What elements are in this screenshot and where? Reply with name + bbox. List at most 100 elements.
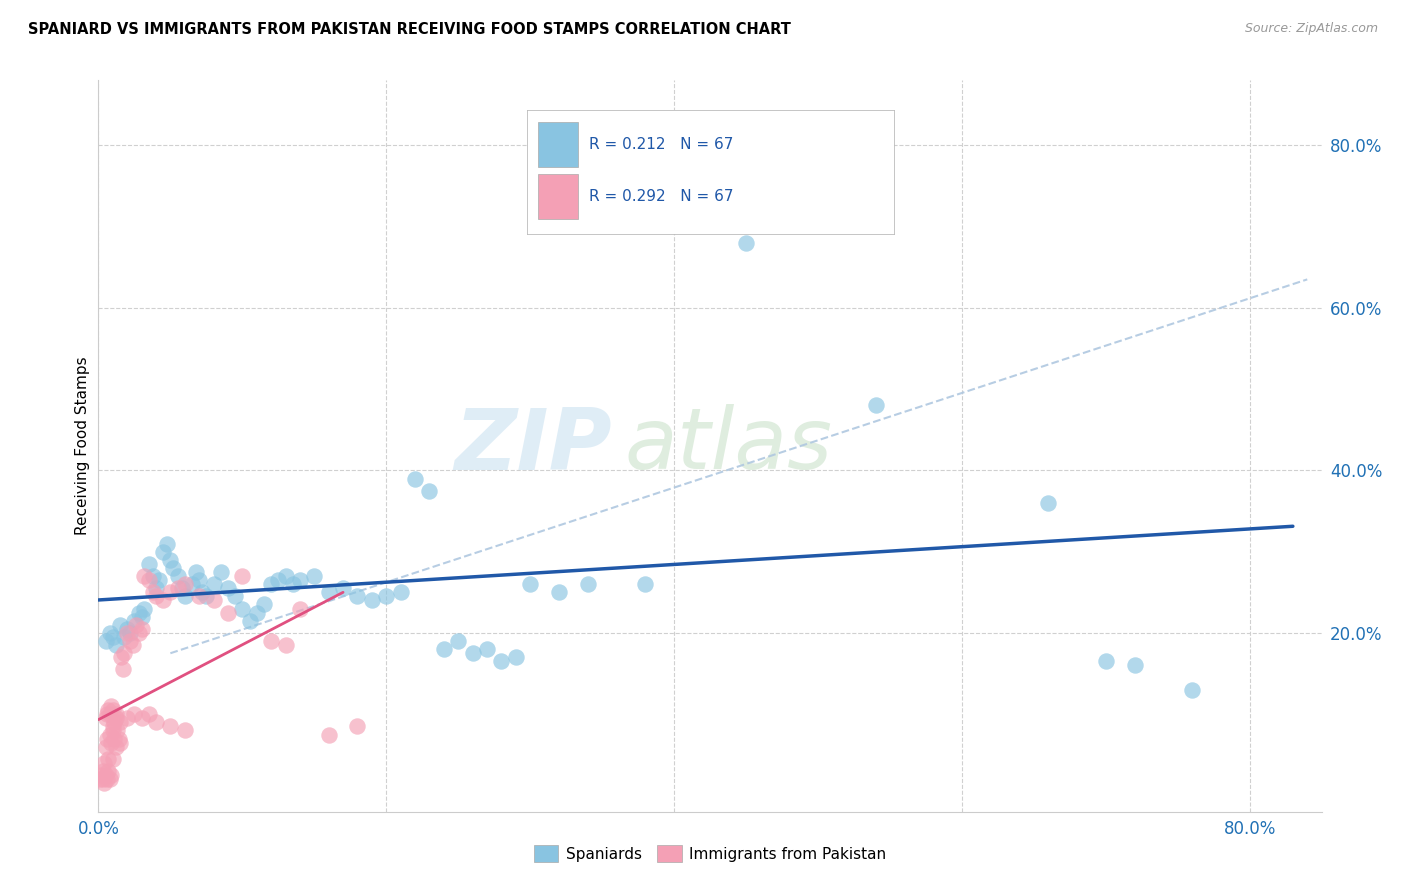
- Point: [89, 772, 111, 787]
- Point: [101, 630, 124, 644]
- Point: [108, 715, 131, 730]
- Point: [101, 723, 124, 738]
- Point: [195, 590, 218, 604]
- Point: [101, 752, 124, 766]
- Point: [104, 707, 127, 722]
- Point: [93, 756, 115, 770]
- Point: [94, 711, 117, 725]
- Point: [115, 626, 138, 640]
- Point: [145, 581, 167, 595]
- Point: [115, 622, 138, 636]
- Point: [360, 593, 382, 607]
- Point: [202, 593, 225, 607]
- Point: [404, 471, 426, 485]
- Point: [142, 569, 165, 583]
- Point: [120, 634, 142, 648]
- Point: [274, 638, 297, 652]
- Point: [188, 590, 211, 604]
- Point: [138, 707, 160, 722]
- Point: [162, 561, 184, 575]
- Point: [346, 719, 368, 733]
- Point: [145, 715, 167, 730]
- Point: [1181, 682, 1204, 697]
- Point: [91, 772, 114, 787]
- Point: [231, 569, 253, 583]
- Point: [274, 569, 297, 583]
- Point: [152, 593, 174, 607]
- Point: [101, 703, 124, 717]
- Point: [1123, 658, 1146, 673]
- Point: [634, 577, 657, 591]
- Point: [548, 585, 571, 599]
- Point: [246, 606, 269, 620]
- Point: [96, 772, 118, 787]
- Point: [173, 577, 195, 591]
- Y-axis label: Receiving Food Stamps: Receiving Food Stamps: [75, 357, 90, 535]
- Point: [173, 590, 195, 604]
- Point: [217, 581, 239, 595]
- Point: [115, 711, 138, 725]
- Point: [138, 557, 160, 571]
- Point: [519, 577, 541, 591]
- Text: ZIP: ZIP: [454, 404, 612, 488]
- Point: [188, 573, 211, 587]
- Point: [96, 731, 118, 746]
- Text: SPANIARD VS IMMIGRANTS FROM PAKISTAN RECEIVING FOOD STAMPS CORRELATION CHART: SPANIARD VS IMMIGRANTS FROM PAKISTAN REC…: [28, 22, 792, 37]
- Point: [104, 711, 127, 725]
- Point: [418, 483, 440, 498]
- Point: [447, 634, 470, 648]
- Point: [108, 736, 131, 750]
- Legend: Spaniards, Immigrants from Pakistan: Spaniards, Immigrants from Pakistan: [526, 837, 894, 870]
- Point: [238, 614, 260, 628]
- Point: [94, 768, 117, 782]
- Point: [260, 634, 283, 648]
- Text: atlas: atlas: [624, 404, 832, 488]
- Point: [94, 739, 117, 754]
- Point: [706, 195, 728, 210]
- Point: [98, 772, 121, 787]
- Point: [142, 585, 165, 599]
- Point: [191, 585, 214, 599]
- Point: [94, 634, 117, 648]
- Point: [224, 590, 246, 604]
- Point: [124, 707, 146, 722]
- Point: [100, 699, 122, 714]
- Point: [134, 601, 156, 615]
- Point: [111, 663, 134, 677]
- Text: Source: ZipAtlas.com: Source: ZipAtlas.com: [1244, 22, 1378, 36]
- Point: [260, 577, 283, 591]
- Point: [1038, 496, 1060, 510]
- Point: [181, 577, 204, 591]
- Point: [112, 646, 135, 660]
- Point: [107, 731, 129, 746]
- Point: [318, 727, 340, 741]
- Point: [186, 565, 208, 579]
- Point: [253, 598, 276, 612]
- Point: [128, 606, 150, 620]
- Point: [101, 719, 124, 733]
- Point: [346, 590, 368, 604]
- Point: [98, 626, 121, 640]
- Point: [145, 590, 167, 604]
- Point: [318, 585, 340, 599]
- Point: [122, 638, 145, 652]
- Point: [98, 727, 121, 741]
- Point: [375, 590, 398, 604]
- Point: [288, 573, 311, 587]
- Point: [93, 776, 115, 790]
- Point: [97, 764, 120, 778]
- Point: [475, 642, 498, 657]
- Point: [505, 650, 527, 665]
- Point: [281, 577, 304, 591]
- Point: [170, 581, 193, 595]
- Point: [156, 536, 179, 550]
- Point: [202, 577, 225, 591]
- Point: [433, 642, 456, 657]
- Point: [166, 581, 188, 595]
- Point: [134, 569, 156, 583]
- Point: [159, 719, 181, 733]
- Point: [461, 646, 484, 660]
- Point: [100, 768, 122, 782]
- Point: [104, 739, 127, 754]
- Point: [108, 617, 131, 632]
